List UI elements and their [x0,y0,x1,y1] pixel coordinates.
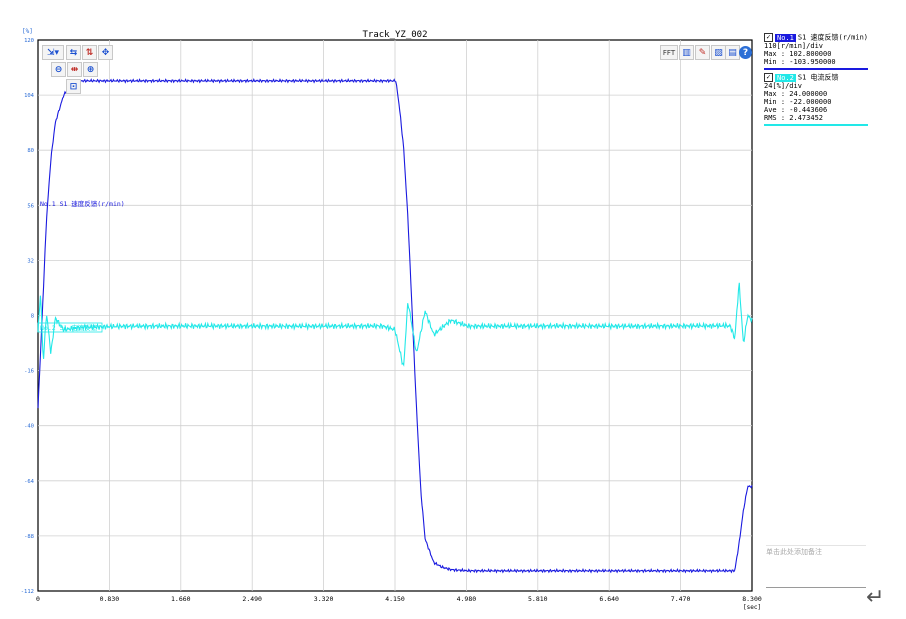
zoom-in-icon[interactable]: ⊕ [83,62,98,77]
x-tick-label: 4.150 [385,595,405,603]
up-down-arrows-icon[interactable]: ⇅ [82,45,97,60]
zoom-move-icon[interactable]: ⇹ [67,62,82,77]
y-axis-unit: [%] [22,28,33,35]
edit-pen-icon[interactable]: ✎ [695,45,710,60]
help-icon[interactable]: ? [739,46,752,59]
series1-checkbox[interactable]: ✓ [764,33,773,42]
y-tick-label: 32 [27,258,34,264]
grid [38,40,752,591]
y-tick-label: -40 [24,424,34,430]
series2-max: Max : 24.000000 [764,90,828,98]
enter-icon: ↵ [866,585,885,610]
series2-checkbox[interactable]: ✓ [764,73,773,82]
x-tick-label: 1.660 [171,595,191,603]
x-axis-unit: [sec] [743,604,761,611]
x-tick-label: 7.470 [671,595,691,603]
series2-min: Min : -22.000000 [764,98,832,106]
series2-inline-label: No.2 S1 电流反馈 [40,323,98,332]
series2-ave: Ave : -0.443606 [764,106,828,114]
export-chart-icon[interactable]: ▤ [725,45,740,60]
series2-tag: No.2 [775,73,796,82]
x-tick-label: 0 [36,595,40,603]
x-tick-label: 8.300 [742,595,762,603]
series2-divider [764,124,868,126]
zoom-region-icon[interactable]: ⇲▾ [42,45,64,60]
series1-divider [764,68,868,70]
chart-title: Track_YZ_002 [362,30,427,40]
y-tick-label: 56 [27,203,34,209]
y-tick-label: -64 [24,479,35,485]
series2-name: S1 电流反馈 [797,73,839,82]
zoom-out-icon[interactable]: ⊖ [51,62,66,77]
series2-inline-label-box: No.2 S1 电流反馈 [37,322,103,333]
note-input[interactable]: 单击此处添加备注 [766,545,866,588]
y-tick-label: -16 [24,369,34,375]
series1-min: Min : -103.950000 [764,58,836,66]
x-tick-label: 6.640 [599,595,619,603]
series1-name: S1 速度反馈(r/min) [797,33,869,42]
chart-settings-icon[interactable]: ▨ [711,45,726,60]
series2-div: 24[%]/div [764,82,802,90]
bar-chart-icon[interactable]: ▥ [679,45,694,60]
series-lines [37,77,753,574]
tick-labels: 0 0.830 1.660 2.490 3.320 4.150 4.980 5.810 6.64… [21,38,762,603]
x-tick-label: 2.490 [242,595,262,603]
y-tick-label: -88 [24,534,34,540]
series2-rms: RMS : 2.473452 [764,114,824,122]
series1-inline-label: No.1 S1 速度反馈(r/min) [40,199,125,208]
legend-panel: ✓ No.1 S1 速度反馈(r/min) 110[r/min]/div Max :… [764,33,868,129]
x-tick-label: 4.980 [457,595,477,603]
legend-series2-header[interactable]: ✓ No.2 S1 电流反馈 [764,73,868,82]
series1-max: Max : 102.800000 [764,50,832,58]
y-tick-label: 8 [31,314,34,320]
pan-icon[interactable]: ✥ [98,45,113,60]
x-tick-label: 5.810 [528,595,548,603]
x-tick-label: 3.320 [314,595,334,603]
y-tick-label: 104 [24,93,35,99]
y-tick-label: -112 [21,589,34,595]
y-tick-label: 80 [27,148,34,154]
zoom-fit-icon[interactable]: ⇆ [66,45,81,60]
series1-tag: No.1 [775,33,796,42]
legend-series1-header[interactable]: ✓ No.1 S1 速度反馈(r/min) [764,33,868,42]
fft-icon[interactable]: FFT [660,45,678,60]
series-line-2 [37,282,753,367]
reset-zoom-icon[interactable]: ⊡ [66,79,81,94]
series-line-1 [37,77,753,574]
x-tick-label: 0.830 [100,595,120,603]
y-tick-label: 120 [24,38,34,44]
series1-div: 110[r/min]/div [764,42,824,50]
